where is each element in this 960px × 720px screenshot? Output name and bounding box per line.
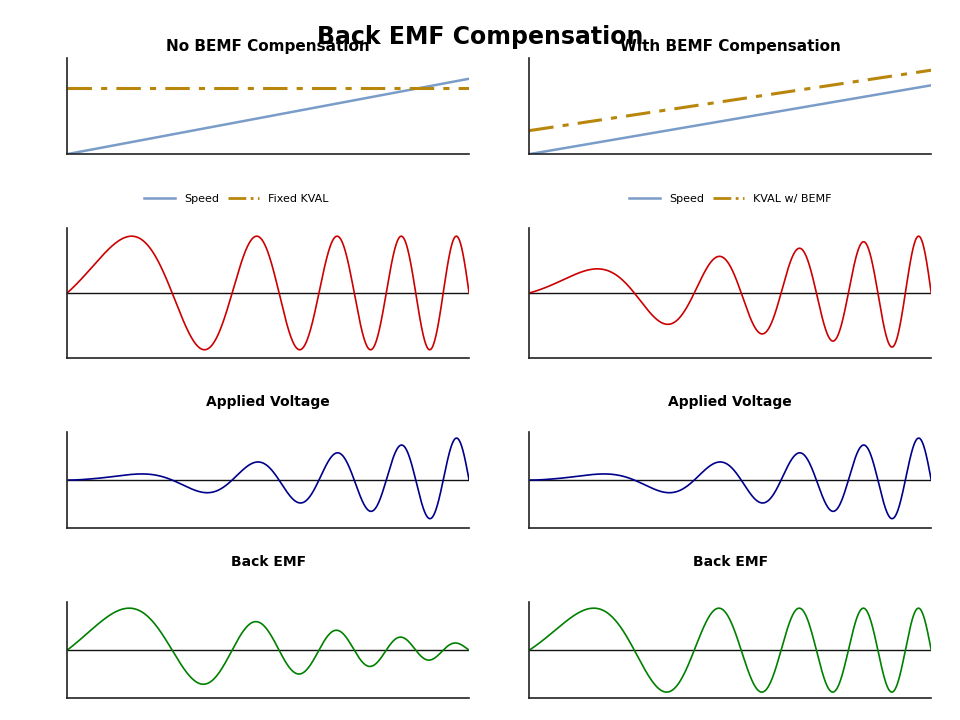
Title: No BEMF Compensation: No BEMF Compensation [166, 39, 370, 54]
Text: Applied Voltage: Applied Voltage [668, 395, 792, 409]
Legend: Speed, KVAL w/ BEMF: Speed, KVAL w/ BEMF [625, 189, 836, 208]
Text: Back EMF: Back EMF [693, 555, 768, 570]
Text: Back EMF Compensation: Back EMF Compensation [317, 25, 643, 49]
Title: With BEMF Compensation: With BEMF Compensation [620, 39, 841, 54]
Text: Back EMF: Back EMF [230, 555, 305, 570]
Text: Applied Voltage: Applied Voltage [206, 395, 330, 409]
Legend: Speed, Fixed KVAL: Speed, Fixed KVAL [139, 189, 332, 208]
